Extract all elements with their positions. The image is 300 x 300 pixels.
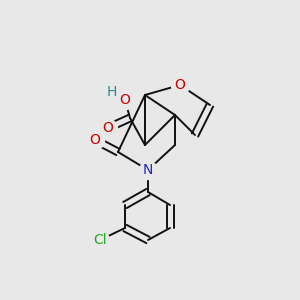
Text: O: O: [103, 121, 113, 135]
Text: Cl: Cl: [93, 233, 107, 247]
Text: N: N: [143, 163, 153, 177]
Text: O: O: [175, 78, 185, 92]
Text: O: O: [120, 93, 130, 107]
Text: H: H: [107, 85, 117, 99]
Text: O: O: [90, 133, 101, 147]
